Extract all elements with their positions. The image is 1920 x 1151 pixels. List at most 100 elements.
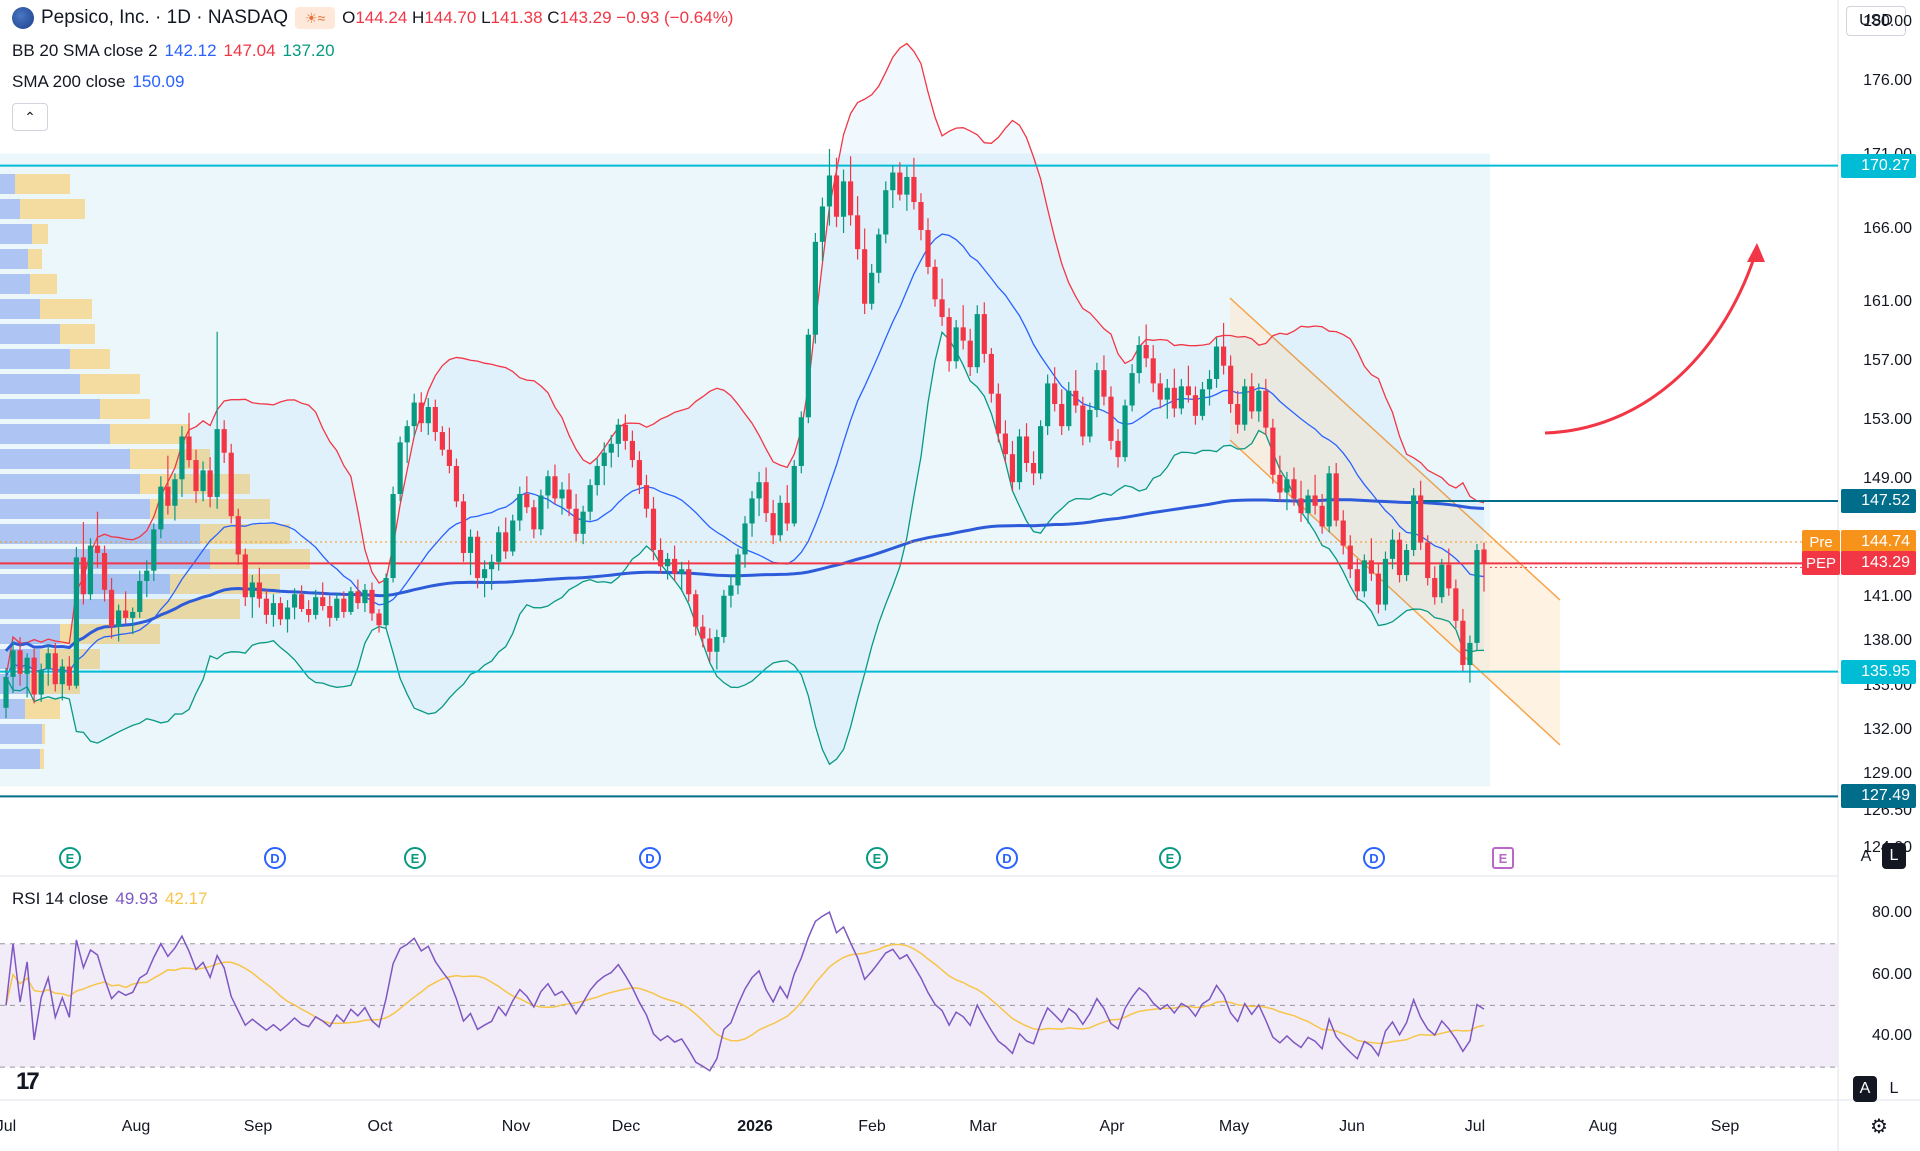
sma-legend[interactable]: SMA 200 close 150.09 bbox=[12, 72, 184, 92]
candle-body bbox=[524, 493, 530, 508]
candle-body bbox=[566, 489, 572, 509]
candle-body bbox=[503, 532, 509, 552]
candle-body bbox=[1066, 390, 1072, 427]
dividend-event-icon[interactable]: D bbox=[264, 847, 286, 869]
settings-gear-icon[interactable]: ⚙ bbox=[1870, 1116, 1888, 1138]
bb-legend[interactable]: BB 20 SMA close 2 142.12 147.04 137.20 bbox=[12, 41, 335, 61]
high-value: 144.70 bbox=[424, 8, 477, 27]
rsi-auto-toggle[interactable]: A bbox=[1853, 1076, 1877, 1102]
candle-body bbox=[101, 552, 108, 590]
bb-upper-value: 147.04 bbox=[223, 41, 276, 60]
candle-body bbox=[299, 594, 305, 609]
candle-body bbox=[883, 190, 889, 235]
earnings-event-icon[interactable]: E bbox=[1492, 847, 1514, 869]
earnings-event-icon[interactable]: E bbox=[1159, 847, 1181, 869]
candle-body bbox=[531, 507, 537, 530]
candle-body bbox=[165, 486, 171, 506]
candle-body bbox=[1411, 495, 1417, 551]
candle-body bbox=[334, 598, 340, 618]
candle-body bbox=[24, 657, 30, 674]
dividend-event-icon[interactable]: D bbox=[996, 847, 1018, 869]
price-axis-label: 161.00 bbox=[1863, 293, 1912, 311]
rsi-value: 49.93 bbox=[115, 889, 158, 908]
weather-icon[interactable]: ☀≈ bbox=[295, 7, 336, 29]
earnings-event-icon[interactable]: E bbox=[59, 847, 81, 869]
candle-body bbox=[496, 532, 502, 562]
candle-body bbox=[573, 508, 579, 534]
candle-body bbox=[411, 402, 417, 427]
change-value: −0.93 (−0.64%) bbox=[616, 8, 734, 27]
candle-body bbox=[327, 606, 333, 618]
candle-body bbox=[1312, 495, 1318, 506]
candle-body bbox=[45, 653, 51, 670]
candle-body bbox=[672, 558, 678, 574]
candle-body bbox=[1038, 426, 1044, 474]
projection-arrow bbox=[1544, 254, 1757, 435]
candle-body bbox=[404, 426, 410, 443]
candle-body bbox=[615, 424, 621, 444]
time-axis-label: Aug bbox=[1588, 1118, 1618, 1135]
candle-body bbox=[664, 558, 671, 567]
candle-body bbox=[953, 327, 959, 362]
currency-selector[interactable]: USD bbox=[1846, 6, 1906, 36]
candle-body bbox=[988, 353, 994, 394]
candle-body bbox=[798, 417, 804, 466]
candle-body bbox=[341, 598, 347, 612]
candle-body bbox=[291, 594, 298, 608]
rsi-ma-line bbox=[5, 943, 1485, 1045]
candle-body bbox=[1059, 404, 1065, 427]
log-scale-toggle[interactable]: L bbox=[1882, 843, 1906, 869]
candle-body bbox=[137, 580, 143, 612]
candle-body bbox=[1023, 436, 1030, 464]
candle-body bbox=[538, 495, 544, 530]
candle-body bbox=[80, 557, 87, 595]
candle-body bbox=[1045, 383, 1051, 427]
candle-body bbox=[925, 230, 931, 267]
time-axis-label: Nov bbox=[501, 1118, 531, 1135]
candle-body bbox=[418, 402, 424, 424]
dividend-event-icon[interactable]: D bbox=[639, 847, 661, 869]
rsi-log-toggle[interactable]: L bbox=[1889, 1080, 1899, 1097]
volume-profile-up-bar bbox=[0, 499, 150, 519]
candle-body bbox=[643, 485, 650, 509]
candle-body bbox=[1094, 370, 1100, 410]
candle-body bbox=[911, 176, 917, 203]
candle-body bbox=[967, 340, 973, 368]
volume-profile-up-bar bbox=[0, 749, 40, 769]
candle-body bbox=[1263, 390, 1269, 428]
candle-body bbox=[721, 595, 727, 638]
price-tag: 135.95 bbox=[1841, 659, 1916, 684]
candle-body bbox=[580, 511, 586, 534]
dividend-event-icon[interactable]: D bbox=[1363, 847, 1385, 869]
candle-body bbox=[763, 482, 769, 514]
earnings-event-icon[interactable]: E bbox=[866, 847, 888, 869]
earnings-event-icon[interactable]: E bbox=[404, 847, 426, 869]
auto-scale-toggle[interactable]: A bbox=[1860, 848, 1872, 865]
candle-body bbox=[1101, 370, 1107, 397]
collapse-legend-button[interactable]: ⌃ bbox=[12, 103, 48, 131]
pepsico-logo-icon bbox=[12, 7, 34, 29]
candle-body bbox=[242, 554, 248, 598]
candle-body bbox=[939, 299, 945, 318]
candle-body bbox=[348, 591, 354, 612]
candle-body bbox=[467, 536, 474, 553]
candle-body bbox=[1228, 365, 1234, 405]
candle-body bbox=[1178, 386, 1184, 409]
candle-body bbox=[1157, 383, 1163, 400]
volume-profile-down-bar bbox=[60, 324, 95, 344]
candle-body bbox=[756, 482, 762, 499]
candle-body bbox=[897, 172, 903, 195]
candle-body bbox=[826, 175, 833, 207]
candle-body bbox=[1073, 390, 1079, 406]
candle-body bbox=[1122, 405, 1128, 458]
rsi-legend[interactable]: RSI 14 close 49.93 42.17 bbox=[12, 889, 207, 909]
volume-profile-down-bar bbox=[20, 199, 85, 219]
candle-body bbox=[946, 317, 952, 362]
candle-body bbox=[52, 653, 58, 685]
candle-body bbox=[207, 470, 213, 497]
symbol-title[interactable]: Pepsico, Inc. · 1D · NASDAQ bbox=[41, 7, 289, 28]
candle-body bbox=[890, 172, 896, 191]
candle-body bbox=[214, 429, 220, 497]
candle-body bbox=[784, 502, 790, 524]
